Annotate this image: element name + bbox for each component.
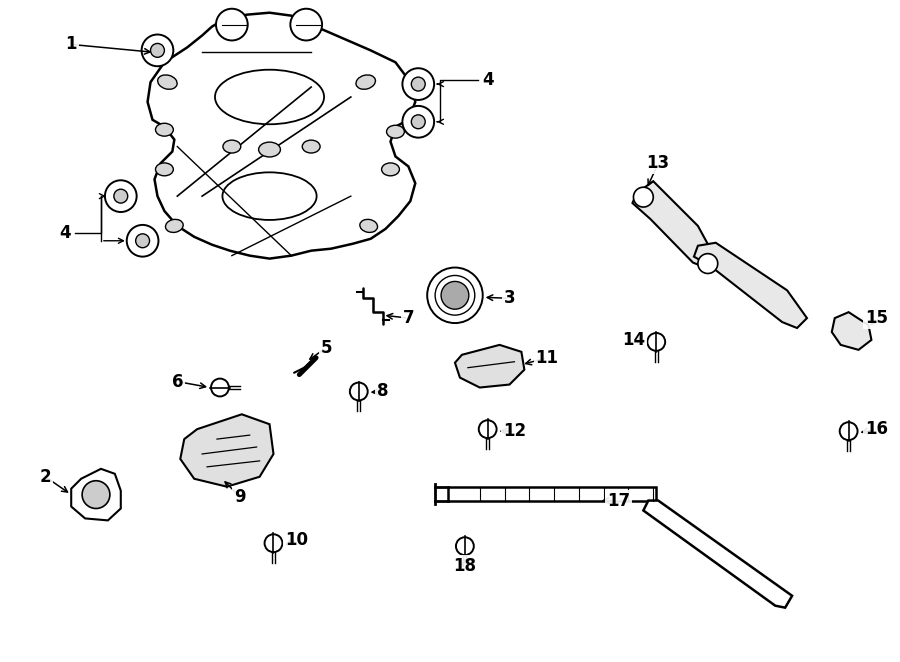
Circle shape: [216, 9, 248, 40]
Circle shape: [647, 333, 665, 351]
Circle shape: [456, 538, 473, 555]
Ellipse shape: [156, 123, 174, 136]
Circle shape: [127, 225, 158, 257]
Text: 6: 6: [172, 373, 183, 391]
Circle shape: [113, 189, 128, 203]
Circle shape: [441, 281, 469, 309]
Circle shape: [411, 77, 425, 91]
Text: 18: 18: [454, 557, 476, 575]
Text: 4: 4: [59, 224, 71, 242]
Circle shape: [840, 422, 858, 440]
Polygon shape: [180, 414, 274, 487]
Ellipse shape: [223, 140, 241, 153]
Text: 15: 15: [865, 309, 888, 327]
Circle shape: [698, 254, 717, 273]
Circle shape: [141, 34, 174, 66]
Circle shape: [634, 187, 653, 207]
Text: 12: 12: [503, 422, 526, 440]
Text: 17: 17: [607, 492, 630, 510]
Circle shape: [82, 481, 110, 508]
Polygon shape: [448, 487, 656, 500]
Circle shape: [265, 534, 283, 552]
Circle shape: [136, 234, 149, 248]
Text: 1: 1: [66, 36, 77, 54]
Circle shape: [350, 383, 368, 401]
Text: 11: 11: [536, 349, 559, 367]
Polygon shape: [71, 469, 121, 520]
Circle shape: [411, 115, 425, 128]
Polygon shape: [694, 243, 807, 328]
Ellipse shape: [258, 142, 281, 157]
Circle shape: [150, 44, 165, 58]
Polygon shape: [644, 500, 792, 608]
Text: 5: 5: [320, 339, 332, 357]
Polygon shape: [148, 13, 415, 259]
Ellipse shape: [158, 75, 177, 89]
Text: 9: 9: [234, 488, 246, 506]
Text: 4: 4: [482, 71, 493, 89]
Text: 3: 3: [504, 289, 516, 307]
Ellipse shape: [386, 125, 404, 138]
Text: 8: 8: [377, 383, 388, 401]
Circle shape: [479, 420, 497, 438]
Ellipse shape: [356, 75, 375, 89]
Text: 7: 7: [402, 309, 414, 327]
Circle shape: [105, 180, 137, 212]
Polygon shape: [832, 312, 871, 350]
Ellipse shape: [360, 219, 377, 232]
Ellipse shape: [302, 140, 320, 153]
Text: 10: 10: [284, 531, 308, 549]
Polygon shape: [633, 181, 716, 269]
Text: 13: 13: [647, 154, 670, 172]
Text: 2: 2: [40, 468, 51, 486]
Ellipse shape: [166, 219, 184, 232]
Circle shape: [402, 106, 434, 138]
Circle shape: [428, 267, 482, 323]
Circle shape: [291, 9, 322, 40]
Ellipse shape: [156, 163, 174, 176]
Circle shape: [402, 68, 434, 100]
Ellipse shape: [382, 163, 400, 176]
Polygon shape: [455, 345, 525, 387]
Text: 14: 14: [622, 331, 645, 349]
Text: 16: 16: [865, 420, 888, 438]
Circle shape: [211, 379, 229, 397]
